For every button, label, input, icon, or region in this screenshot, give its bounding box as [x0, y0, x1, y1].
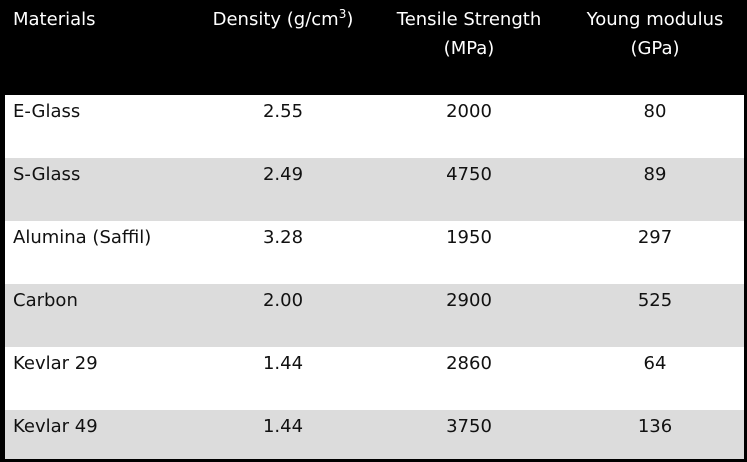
cell-material: E-Glass: [13, 101, 81, 122]
header-young-unit: (GPa): [630, 38, 680, 59]
table-row: E-Glass 2.55 2000 80: [5, 95, 744, 158]
header-young-modulus: Young modulus (GPa): [566, 5, 744, 63]
table-row: Alumina (Saffil) 3.28 1950 297: [5, 221, 744, 284]
header-tensile-label: Tensile Strength: [396, 9, 542, 30]
cell-material: Carbon: [13, 290, 78, 311]
cell-material: Kevlar 29: [13, 353, 98, 374]
cell-tensile: 1950: [446, 227, 492, 248]
header-tensile-unit: (MPa): [443, 38, 495, 59]
table-row: Carbon 2.00 2900 525: [5, 284, 744, 347]
cell-tensile: 4750: [446, 164, 492, 185]
cell-material: Alumina (Saffil): [13, 227, 152, 248]
header-tensile-strength: Tensile Strength (MPa): [380, 5, 558, 63]
cell-tensile: 2860: [446, 353, 492, 374]
table-row: S-Glass 2.49 4750 89: [5, 158, 744, 221]
cell-density: 3.28: [262, 227, 304, 248]
table-header: Materials Density (g/cm3) Tensile Streng…: [0, 0, 747, 95]
cell-density: 2.00: [262, 290, 304, 311]
header-density: Density (g/cm3): [193, 5, 373, 34]
cell-young: 525: [637, 290, 673, 311]
cell-density: 2.49: [262, 164, 304, 185]
cell-tensile: 3750: [446, 416, 492, 437]
header-density-close: ): [346, 9, 354, 30]
header-young-label: Young modulus: [586, 9, 724, 30]
cell-density: 1.44: [262, 416, 304, 437]
cell-young: 89: [643, 164, 667, 185]
cell-tensile: 2000: [446, 101, 492, 122]
cell-material: S-Glass: [13, 164, 81, 185]
header-materials: Materials: [13, 9, 96, 30]
table-row: Kevlar 29 1.44 2860 64: [5, 347, 744, 410]
cell-young: 297: [637, 227, 673, 248]
cell-density: 2.55: [262, 101, 304, 122]
cell-young: 64: [643, 353, 667, 374]
table-body: E-Glass 2.55 2000 80 S-Glass 2.49 4750 8…: [5, 95, 744, 459]
header-density-label: Density (g/cm: [212, 9, 339, 30]
cell-density: 1.44: [262, 353, 304, 374]
header-density-exponent: 3: [338, 7, 347, 21]
cell-material: Kevlar 49: [13, 416, 98, 437]
table-row: Kevlar 49 1.44 3750 136: [5, 410, 744, 459]
cell-tensile: 2900: [446, 290, 492, 311]
cell-young: 80: [643, 101, 667, 122]
cell-young: 136: [637, 416, 673, 437]
